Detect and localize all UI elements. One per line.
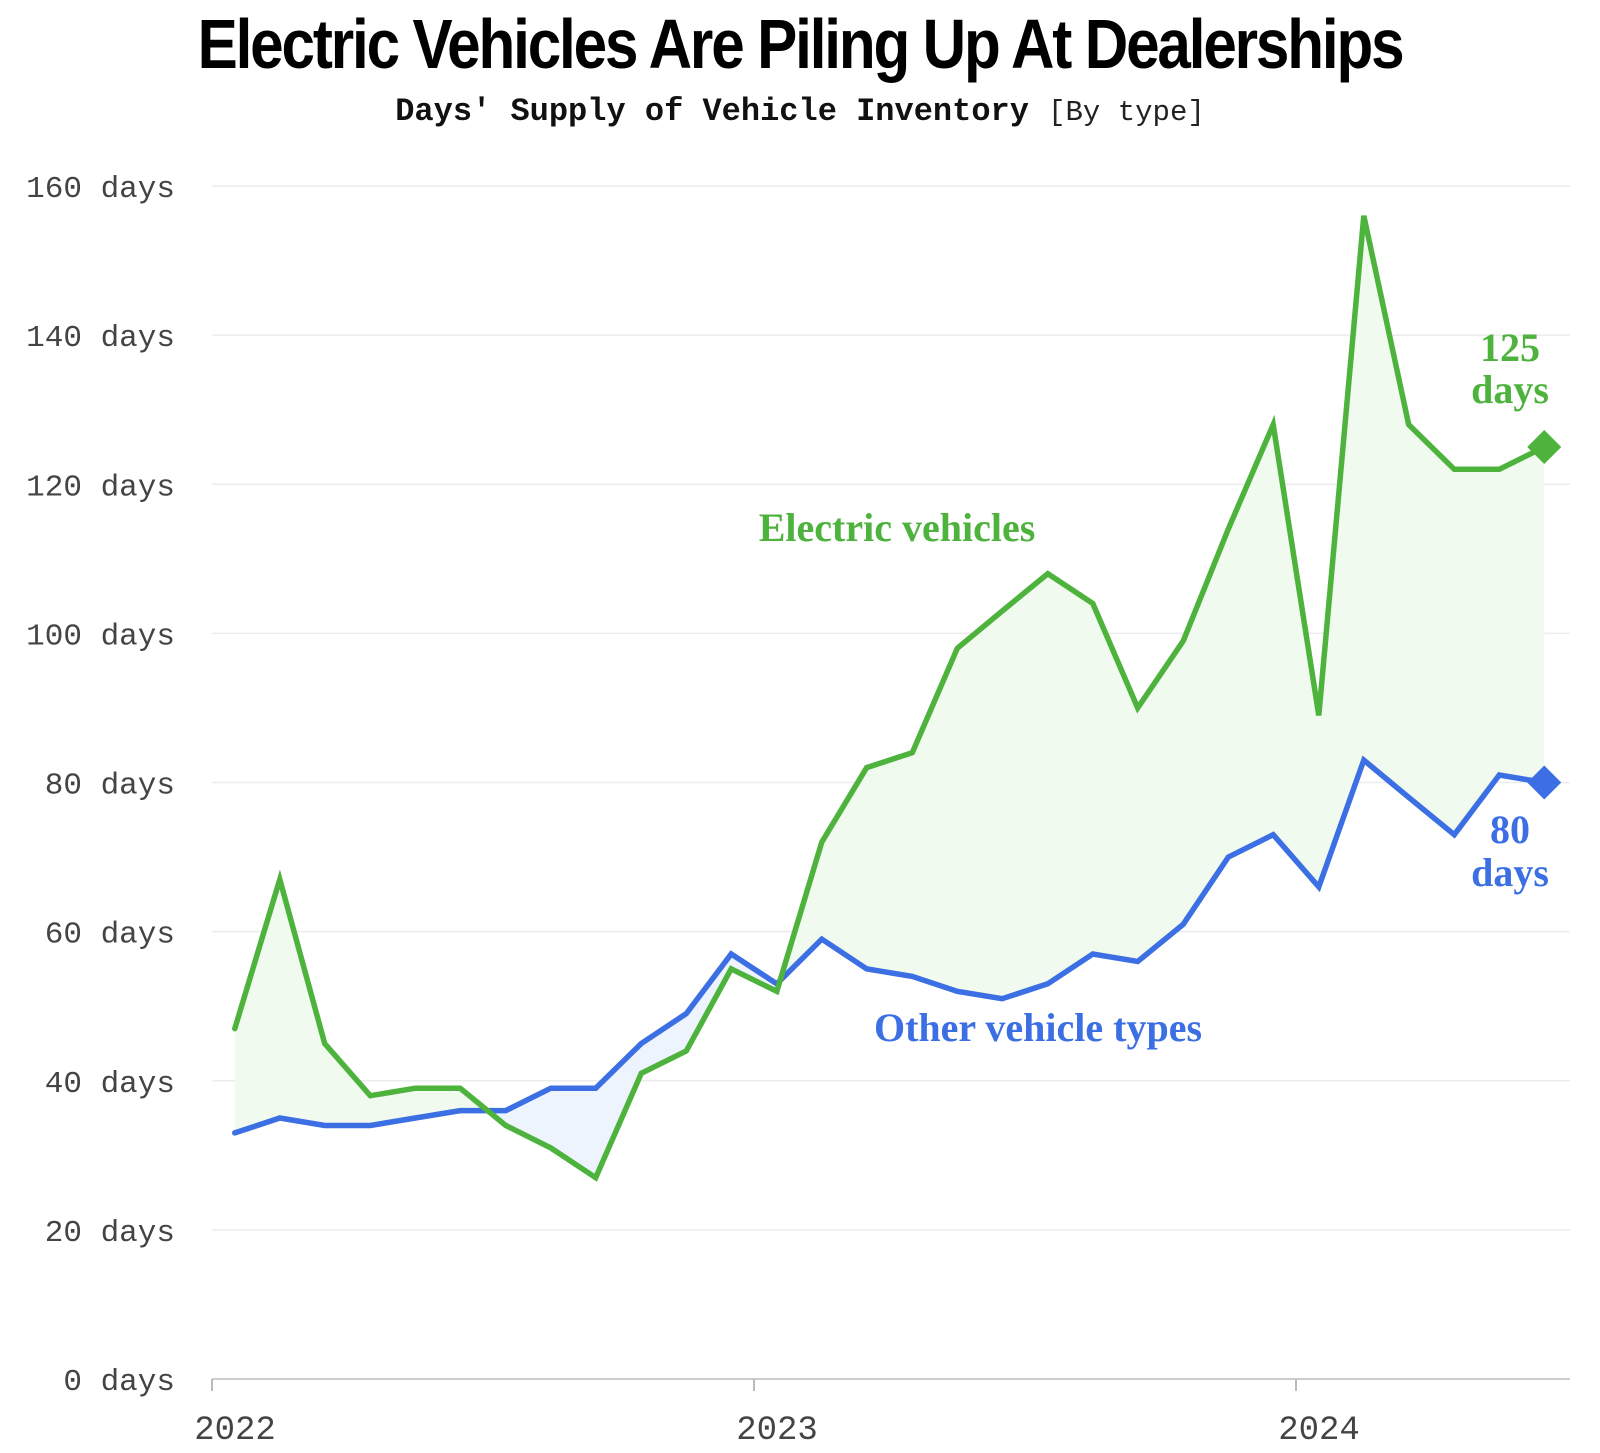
electric-vehicles-end-marker xyxy=(1527,429,1562,464)
y-tick-label: 140 days xyxy=(26,321,175,356)
y-tick-label: 100 days xyxy=(26,619,175,654)
electric-vehicles-label: Electric vehicles xyxy=(759,505,1036,550)
gap-area-0 xyxy=(234,879,488,1133)
other-vehicle-types-line xyxy=(232,755,1547,1136)
other-vehicle-types-end-marker xyxy=(1527,765,1562,800)
chart-subtitle: Days' Supply of Vehicle Inventory [By ty… xyxy=(0,92,1600,133)
series-lines xyxy=(232,215,1562,1182)
y-tick-label: 120 days xyxy=(26,470,175,505)
ev-end-value: 125 xyxy=(1480,325,1540,370)
ev-end-unit: days xyxy=(1471,367,1549,412)
x-tick-label: 2024 xyxy=(1278,1412,1360,1450)
other-end-value: 80 xyxy=(1490,807,1530,852)
x-axis: 2022 2023 2024 xyxy=(194,1378,1570,1450)
y-tick-label: 20 days xyxy=(45,1216,175,1251)
y-tick-label: 40 days xyxy=(45,1067,175,1102)
x-tick-label: 2023 xyxy=(736,1412,818,1450)
y-tick-label: 160 days xyxy=(26,172,175,207)
other-end-unit: days xyxy=(1471,850,1549,895)
subtitle-main: Days' Supply of Vehicle Inventory xyxy=(395,93,1029,130)
chart-title: Electric Vehicles Are Piling Up At Deale… xyxy=(197,5,1405,83)
electric-vehicles-line xyxy=(232,215,1547,1182)
subtitle-note: [By type] xyxy=(1048,96,1205,129)
gap-area-2 xyxy=(779,215,1545,999)
y-tick-label: 80 days xyxy=(45,769,175,804)
y-tick-label: 0 days xyxy=(63,1365,175,1400)
x-tick-label: 2022 xyxy=(194,1412,276,1450)
y-tick-label: 60 days xyxy=(45,918,175,953)
gap-area-1 xyxy=(487,953,780,1178)
other-vehicle-types-label: Other vehicle types xyxy=(874,1005,1202,1050)
